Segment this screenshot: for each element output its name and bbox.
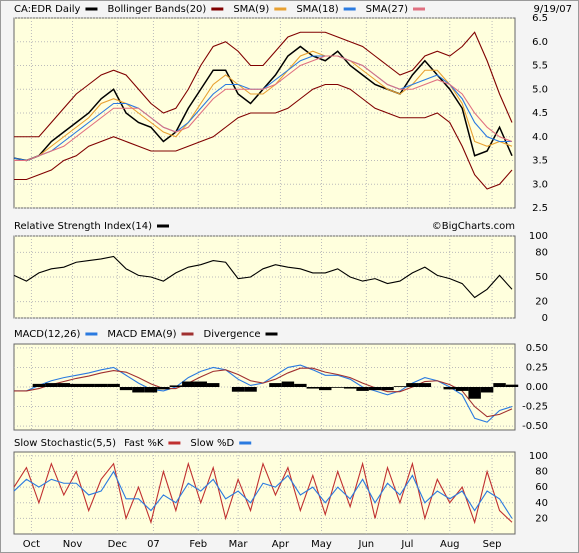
y-tick-label: 0 [542, 313, 548, 324]
legend-label: MACD(12,26) [14, 329, 81, 340]
y-tick-label: 2.5 [532, 203, 548, 214]
x-tick-label: Mar [229, 539, 249, 550]
divergence-bar [393, 386, 407, 387]
x-tick-label: Feb [189, 539, 207, 550]
series-line [13, 470, 513, 519]
divergence-bar [169, 385, 183, 387]
divergence-bar [468, 387, 481, 399]
divergence-bar [505, 384, 519, 387]
divergence-bar [32, 383, 46, 387]
y-tick-label: 0.00 [526, 382, 548, 393]
y-tick-label: 80 [535, 247, 548, 258]
legend-label: CA:EDR Daily [14, 4, 81, 15]
x-tick-label: Sep [483, 539, 502, 550]
y-tick-label: 4.0 [532, 132, 548, 143]
divergence-bar [406, 383, 419, 387]
divergence-bar [331, 387, 344, 388]
series-line [14, 83, 513, 190]
divergence-bar [418, 383, 432, 387]
y-tick-label: 20 [535, 297, 548, 308]
divergence-bar [493, 383, 506, 387]
divergence-bar [244, 387, 257, 392]
legend-label: Fast %K [124, 438, 164, 449]
series-line [14, 50, 513, 162]
x-tick-label: Nov [63, 539, 83, 550]
y-tick-label: 100 [529, 451, 548, 462]
divergence-bar [455, 387, 469, 391]
divergence-bar [70, 383, 83, 387]
legend-label: SMA(9) [233, 4, 269, 15]
y-tick-label: -0.50 [522, 421, 548, 432]
x-tick-label: 07 [147, 539, 160, 550]
divergence-bar [206, 383, 220, 387]
y-tick-label: 4.5 [532, 108, 548, 119]
credit: ©BigCharts.com [432, 221, 515, 232]
divergence-bar [119, 387, 133, 391]
y-tick-label: 3.0 [532, 179, 548, 190]
x-tick-label: Jul [400, 539, 413, 550]
divergence-bar [94, 383, 108, 387]
date-label: 9/19/07 [533, 4, 572, 15]
divergence-bar [194, 381, 207, 387]
series-line [13, 461, 513, 525]
series-line [14, 367, 513, 418]
divergence-bar [443, 387, 456, 390]
divergence-bar [343, 387, 357, 389]
legend-label: Slow %D [190, 438, 234, 449]
divergence-bar [319, 387, 332, 391]
divergence-bar [107, 383, 120, 387]
y-tick-label: 6.5 [532, 13, 548, 24]
x-tick-label: May [311, 539, 332, 550]
y-tick-label: 20 [535, 513, 548, 524]
divergence-bar [356, 387, 369, 391]
divergence-bar [182, 381, 195, 387]
y-tick-label: 100 [529, 231, 548, 242]
x-tick-label: Oct [23, 539, 40, 550]
series-line [14, 55, 513, 162]
divergence-bar [306, 387, 320, 389]
series-line [14, 31, 513, 138]
divergence-bar [231, 387, 245, 392]
divergence-bar [480, 387, 494, 393]
y-tick-label: 3.5 [532, 156, 548, 167]
divergence-bar [144, 387, 158, 393]
y-tick-label: 5.0 [532, 84, 548, 95]
y-tick-label: 5.5 [532, 61, 548, 72]
divergence-bar [281, 381, 295, 387]
x-tick-label: Dec [108, 539, 127, 550]
y-tick-label: 0.25 [526, 362, 548, 373]
divergence-bar [368, 387, 382, 391]
y-tick-label: -0.25 [522, 402, 548, 413]
divergence-bar [45, 383, 58, 387]
divergence-bar [57, 383, 71, 387]
y-tick-label: 60 [535, 482, 548, 493]
y-tick-label: 50 [535, 272, 548, 283]
x-tick-label: Apr [272, 539, 290, 550]
series-line [13, 255, 513, 299]
y-tick-label: 0.50 [526, 343, 548, 354]
legend-label: SMA(18) [296, 4, 338, 15]
legend-label: Relative Strength Index(14) [14, 221, 152, 232]
y-tick-label: 6.0 [532, 37, 548, 48]
legend-label: Bollinger Bands(20) [107, 4, 206, 15]
divergence-bar [381, 387, 394, 391]
y-tick-label: 40 [535, 498, 548, 509]
plot-area [13, 451, 516, 535]
x-tick-label: Aug [440, 539, 460, 550]
legend-label: SMA(27) [366, 4, 408, 15]
panel-title: Slow Stochastic(5,5) [14, 438, 116, 449]
x-tick-label: Jun [358, 539, 375, 550]
legend-label: Divergence [204, 329, 261, 340]
divergence-bar [82, 383, 95, 387]
divergence-bar [157, 387, 170, 390]
divergence-bar [132, 387, 145, 393]
divergence-bar [294, 383, 307, 387]
divergence-bar [269, 383, 282, 387]
y-tick-label: 80 [535, 467, 548, 478]
legend-label: MACD EMA(9) [107, 329, 176, 340]
